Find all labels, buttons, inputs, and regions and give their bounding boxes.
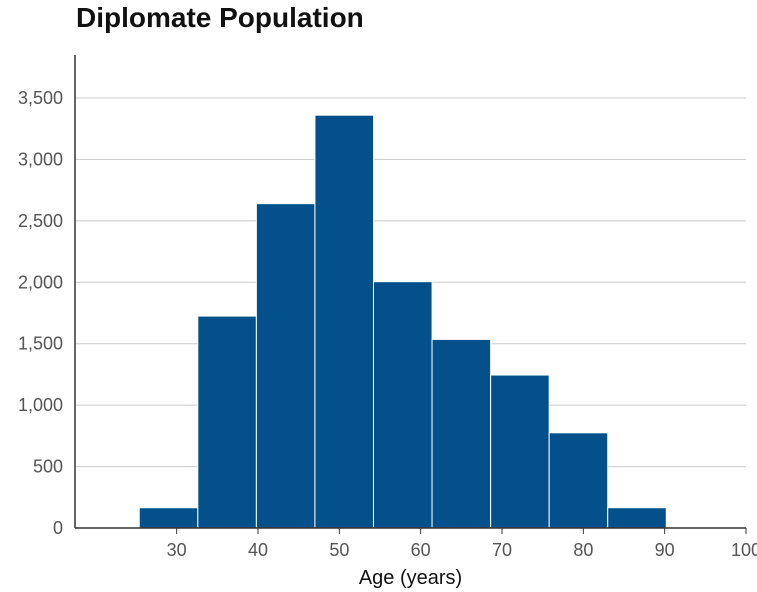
x-tick-label-40: 40 [248,540,268,560]
y-tick-label-3000: 3,000 [18,149,63,169]
y-tick-label-1500: 1,500 [18,334,63,354]
y-tick-label-2000: 2,000 [18,272,63,292]
histogram-bars [138,114,667,529]
bar-bin-2 [197,315,257,529]
x-tick-label-50: 50 [329,540,349,560]
bar-bin-3 [255,203,316,529]
y-tick-label-3500: 3,500 [18,88,63,108]
bar-bin-9 [607,507,667,529]
x-axis-title: Age (years) [359,567,462,589]
y-axis-ticks: 0 500 1,000 1,500 2,000 2,500 3,000 3,500 [18,88,63,538]
y-tick-label-2500: 2,500 [18,211,63,231]
x-tick-label-80: 80 [573,540,593,560]
bar-bin-8 [548,432,609,529]
x-tick-label-60: 60 [411,540,431,560]
x-axis-ticks: 30 40 50 60 70 80 90 100 [167,528,757,560]
y-tick-label-1000: 1,000 [18,395,63,415]
bar-bin-1 [138,507,199,529]
bar-bin-6 [431,338,492,529]
y-tick-label-0: 0 [53,518,63,538]
bar-bin-5 [372,281,433,529]
axes [74,55,746,529]
bar-bin-4 [314,114,374,529]
x-tick-label-90: 90 [655,540,675,560]
x-tick-label-30: 30 [167,540,187,560]
bar-bin-7 [490,374,550,529]
x-tick-label-100: 100 [731,540,757,560]
chart-title: Diplomate Population [76,2,364,33]
x-tick-label-70: 70 [492,540,512,560]
y-tick-label-500: 500 [33,457,63,477]
